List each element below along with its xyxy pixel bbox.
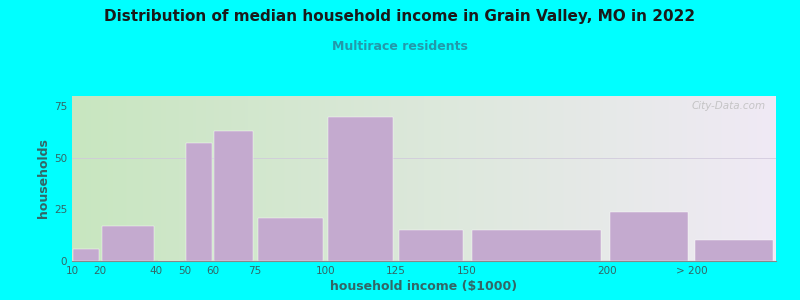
Bar: [695, 240, 773, 261]
Bar: [328, 117, 393, 261]
Text: City-Data.com: City-Data.com: [691, 101, 766, 111]
Text: Multirace residents: Multirace residents: [332, 40, 468, 53]
Bar: [214, 131, 254, 261]
Bar: [472, 230, 602, 261]
X-axis label: household income ($1000): household income ($1000): [330, 280, 518, 293]
Bar: [186, 143, 212, 261]
Bar: [610, 212, 688, 261]
Bar: [398, 230, 463, 261]
Bar: [73, 249, 99, 261]
Bar: [258, 218, 322, 261]
Text: Distribution of median household income in Grain Valley, MO in 2022: Distribution of median household income …: [105, 9, 695, 24]
Bar: [102, 226, 154, 261]
Y-axis label: households: households: [37, 139, 50, 218]
